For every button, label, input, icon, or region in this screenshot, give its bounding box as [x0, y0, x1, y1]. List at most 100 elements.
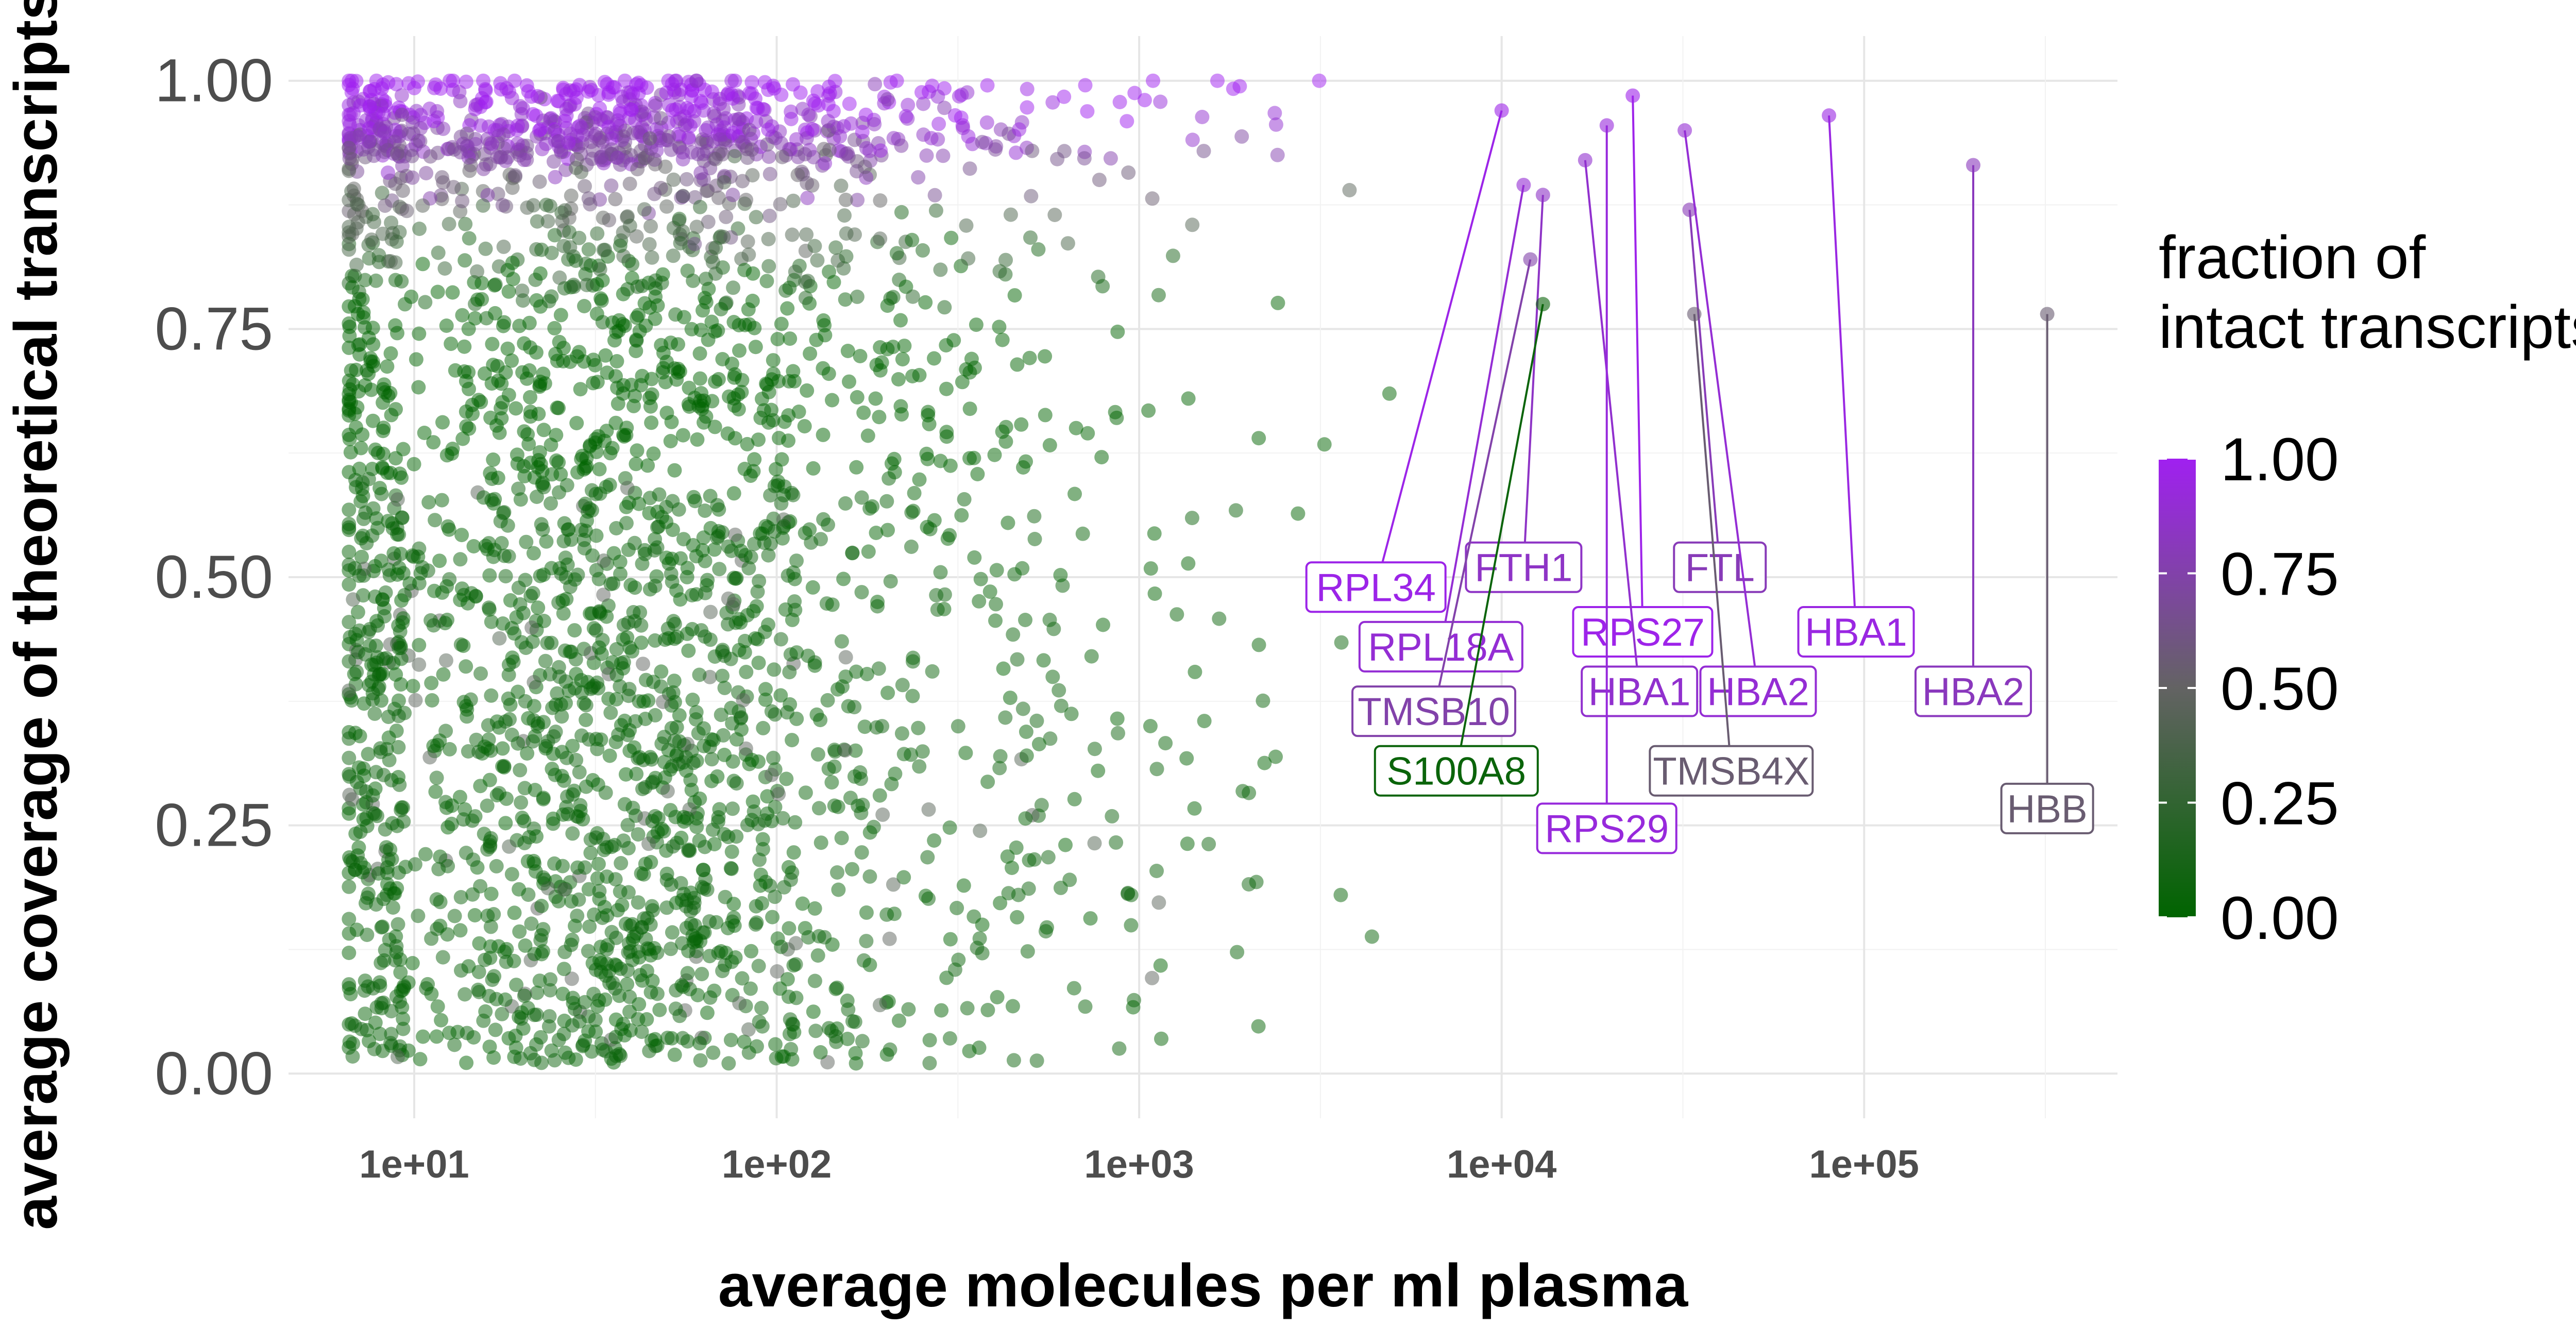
scatter-point: [725, 801, 740, 816]
scatter-point: [431, 245, 446, 260]
scatter-point: [954, 508, 969, 523]
scatter-point: [1020, 81, 1035, 96]
scatter-point: [631, 895, 646, 910]
scatter-point: [694, 95, 709, 110]
scatter-point: [1022, 853, 1037, 868]
scatter-point: [1151, 288, 1166, 303]
scatter-point: [958, 746, 973, 761]
scatter-point: [431, 862, 446, 877]
scatter-point: [929, 588, 944, 602]
scatter-point: [524, 620, 539, 635]
scatter-point: [703, 604, 718, 619]
scatter-point: [380, 359, 395, 374]
scatter-point: [448, 363, 463, 378]
scatter-point: [1054, 698, 1069, 713]
scatter-point: [342, 544, 357, 559]
scatter-point: [617, 73, 632, 88]
scatter-point: [500, 341, 515, 356]
scatter-point: [751, 432, 766, 447]
scatter-point: [580, 675, 595, 690]
scatter-point: [1181, 556, 1196, 571]
scatter-point: [570, 909, 585, 923]
scatter-point: [950, 901, 964, 915]
scatter-point: [850, 193, 865, 208]
scatter-point: [1012, 122, 1027, 137]
scatter-point: [639, 1012, 654, 1027]
scatter-point: [1153, 958, 1168, 973]
scatter-point: [710, 769, 725, 784]
scatter-point: [818, 156, 833, 171]
scatter-point: [1075, 526, 1090, 541]
scatter-point: [737, 1034, 752, 1049]
scatter-point: [1210, 73, 1225, 88]
scatter-point: [556, 534, 571, 549]
scatter-point: [838, 650, 853, 665]
scatter-point: [692, 1036, 707, 1051]
scatter-point: [764, 767, 779, 782]
scatter-point: [542, 1009, 557, 1024]
scatter-point: [421, 495, 436, 510]
scatter-point: [782, 280, 797, 295]
scatter-point: [1267, 106, 1282, 121]
scatter-point: [665, 103, 680, 117]
scatter-point: [687, 932, 702, 947]
scatter-point: [621, 841, 636, 855]
scatter-point: [394, 800, 409, 815]
scatter-point: [654, 736, 669, 751]
scatter-point: [1029, 713, 1044, 728]
scatter-point: [872, 788, 887, 803]
scatter-point: [801, 930, 816, 945]
scatter-point: [564, 971, 579, 986]
scatter-point: [762, 166, 777, 181]
scatter-point: [955, 375, 970, 390]
scatter-point: [1052, 683, 1066, 698]
scatter-point: [1110, 711, 1125, 726]
scatter-point: [905, 369, 920, 383]
scatter-point: [614, 856, 629, 870]
scatter-point: [369, 656, 384, 670]
scatter-point: [528, 783, 543, 797]
scatter-point: [933, 565, 948, 580]
scatter-point: [824, 775, 839, 790]
scatter-point: [648, 273, 663, 288]
scatter-point: [725, 126, 740, 141]
scatter-point: [633, 143, 648, 158]
scatter-point: [858, 107, 873, 122]
scatter-point: [742, 317, 757, 332]
scatter-point: [838, 743, 853, 758]
scatter-point: [360, 928, 375, 942]
scatter-point: [406, 126, 421, 141]
scatter-point: [839, 146, 854, 161]
scatter-point: [352, 461, 367, 476]
scatter-point: [745, 266, 760, 281]
scatter-point: [973, 824, 988, 838]
scatter-point: [617, 318, 632, 333]
scatter-point: [374, 955, 388, 970]
scatter-point: [927, 833, 942, 848]
scatter-point: [951, 719, 965, 734]
scatter-point: [404, 289, 419, 304]
scatter-point: [807, 658, 822, 673]
scatter-point: [887, 451, 902, 466]
scatter-point: [572, 345, 587, 360]
gene-point: [1822, 108, 1837, 123]
scatter-point: [946, 333, 961, 348]
scatter-point: [485, 337, 500, 351]
scatter-point: [492, 631, 507, 646]
scatter-point: [342, 750, 357, 765]
scatter-point: [442, 216, 456, 231]
scatter-point: [368, 273, 383, 288]
scatter-point: [684, 782, 699, 797]
scatter-point: [1147, 586, 1162, 601]
scatter-point: [739, 665, 754, 679]
scatter-point: [646, 446, 661, 461]
gene-point: [1578, 153, 1592, 167]
scatter-point: [600, 365, 615, 380]
scatter-point: [653, 111, 668, 126]
scatter-point: [599, 424, 614, 439]
scatter-point: [357, 768, 371, 783]
scatter-point: [1251, 637, 1266, 652]
scatter-point: [993, 896, 1008, 911]
scatter-point: [1025, 143, 1040, 158]
